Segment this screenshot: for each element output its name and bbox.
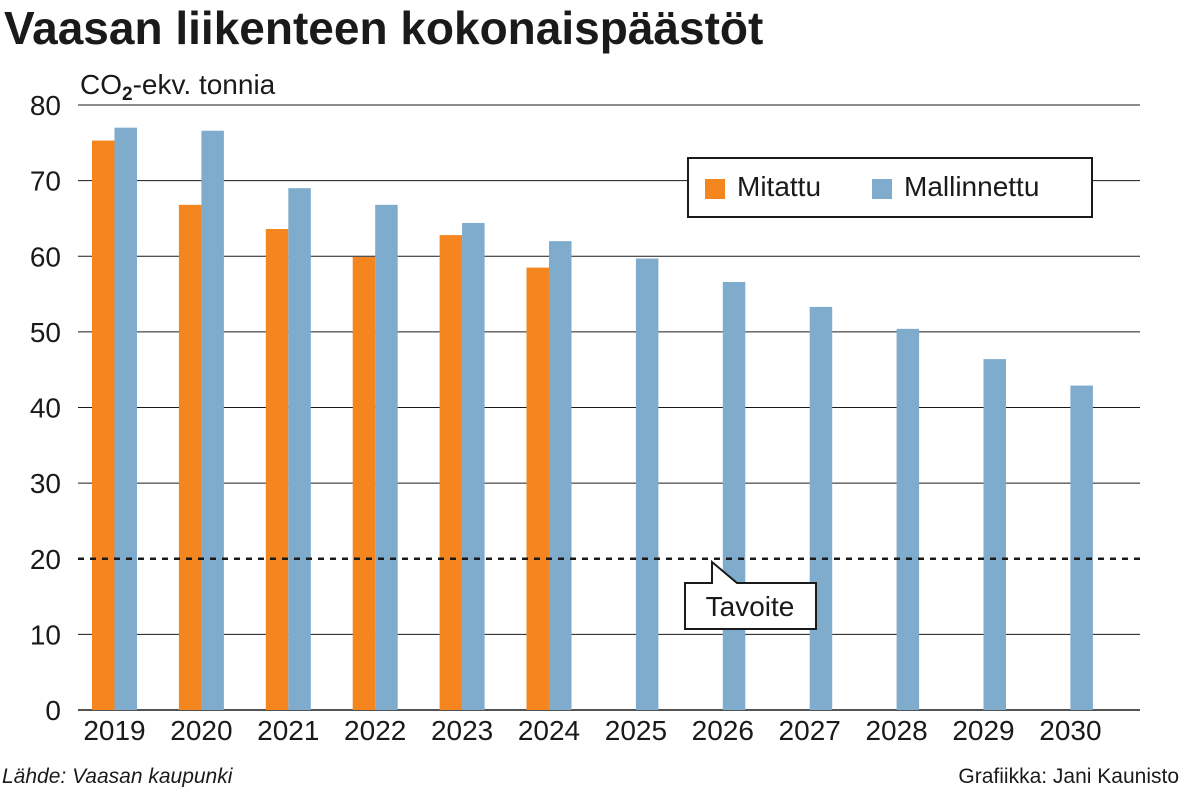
bar-mallinnettu-2025 — [635, 258, 659, 710]
y-tick-label-20: 20 — [30, 544, 61, 575]
bar-mallinnettu-2024 — [549, 241, 572, 710]
y-tick-label-70: 70 — [30, 166, 61, 197]
x-tick-label-2020: 2020 — [170, 715, 232, 746]
y-tick-label-30: 30 — [30, 468, 61, 499]
x-tick-label-2028: 2028 — [865, 715, 927, 746]
legend-label-mallinnettu: Mallinnettu — [904, 171, 1039, 202]
bar-mallinnettu-2023 — [462, 222, 485, 710]
x-tick-label-2022: 2022 — [344, 715, 406, 746]
legend: Mitattu Mallinnettu — [687, 157, 1093, 218]
bar-mitattu-2022 — [352, 257, 376, 710]
legend-swatch-mallinnettu — [872, 179, 892, 199]
chart-title: Vaasan liikenteen kokonaispäästöt — [4, 2, 763, 54]
y-unit-subscript: 2 — [122, 84, 133, 105]
x-tick-label-2024: 2024 — [518, 715, 580, 746]
bar-mallinnettu-2022 — [375, 204, 398, 710]
bar-mitattu-2020 — [178, 204, 202, 710]
bar-mitattu-2019 — [92, 140, 115, 710]
y-axis-unit: CO2-ekv. tonnia — [80, 69, 276, 105]
y-unit-co: CO — [80, 69, 122, 100]
bar-mitattu-2021 — [265, 229, 289, 710]
bar-mallinnettu-2020 — [201, 130, 224, 710]
gridlines — [78, 104, 1140, 711]
y-tick-label-50: 50 — [30, 317, 61, 348]
bar-mallinnettu-2029 — [983, 359, 1006, 710]
x-tick-label-2019: 2019 — [83, 715, 145, 746]
x-tick-label-2021: 2021 — [257, 715, 319, 746]
x-tick-label-2023: 2023 — [431, 715, 493, 746]
bar-mallinnettu-2028 — [896, 328, 920, 710]
bar-mitattu-2023 — [439, 235, 463, 710]
target-callout: Tavoite — [684, 559, 817, 630]
y-tick-label-60: 60 — [30, 241, 61, 272]
credit-note: Grafiikka: Jani Kaunisto — [958, 765, 1179, 787]
y-tick-label-0: 0 — [45, 695, 61, 726]
bar-mallinnettu-2021 — [288, 188, 311, 710]
legend-swatch-mitattu — [705, 179, 725, 199]
target-callout-box — [684, 559, 817, 630]
y-tick-label-10: 10 — [30, 619, 61, 650]
x-tick-label-2027: 2027 — [779, 715, 841, 746]
x-tick-label-2026: 2026 — [692, 715, 754, 746]
source-note: Lähde: Vaasan kaupunki — [2, 765, 234, 787]
target-label: Tavoite — [706, 591, 795, 622]
y-tick-labels: 0 10 20 30 40 50 60 70 80 — [30, 90, 61, 726]
legend-label-mitattu: Mitattu — [737, 171, 821, 202]
bars — [92, 127, 1093, 710]
x-tick-label-2025: 2025 — [605, 715, 667, 746]
bar-mallinnettu-2030 — [1070, 385, 1093, 710]
bar-mallinnettu-2019 — [114, 127, 137, 710]
y-unit-rest: -ekv. tonnia — [133, 69, 276, 100]
y-tick-label-40: 40 — [30, 393, 61, 424]
bar-mitattu-2024 — [526, 267, 549, 710]
bar-mallinnettu-2026 — [722, 281, 746, 710]
x-tick-labels: 2019 2020 2021 2022 2023 2024 2025 2026 2027 2028… — [83, 715, 1101, 746]
x-tick-label-2029: 2029 — [952, 715, 1014, 746]
y-tick-label-80: 80 — [30, 90, 61, 121]
bar-mallinnettu-2027 — [809, 306, 833, 710]
x-tick-label-2030: 2030 — [1039, 715, 1101, 746]
